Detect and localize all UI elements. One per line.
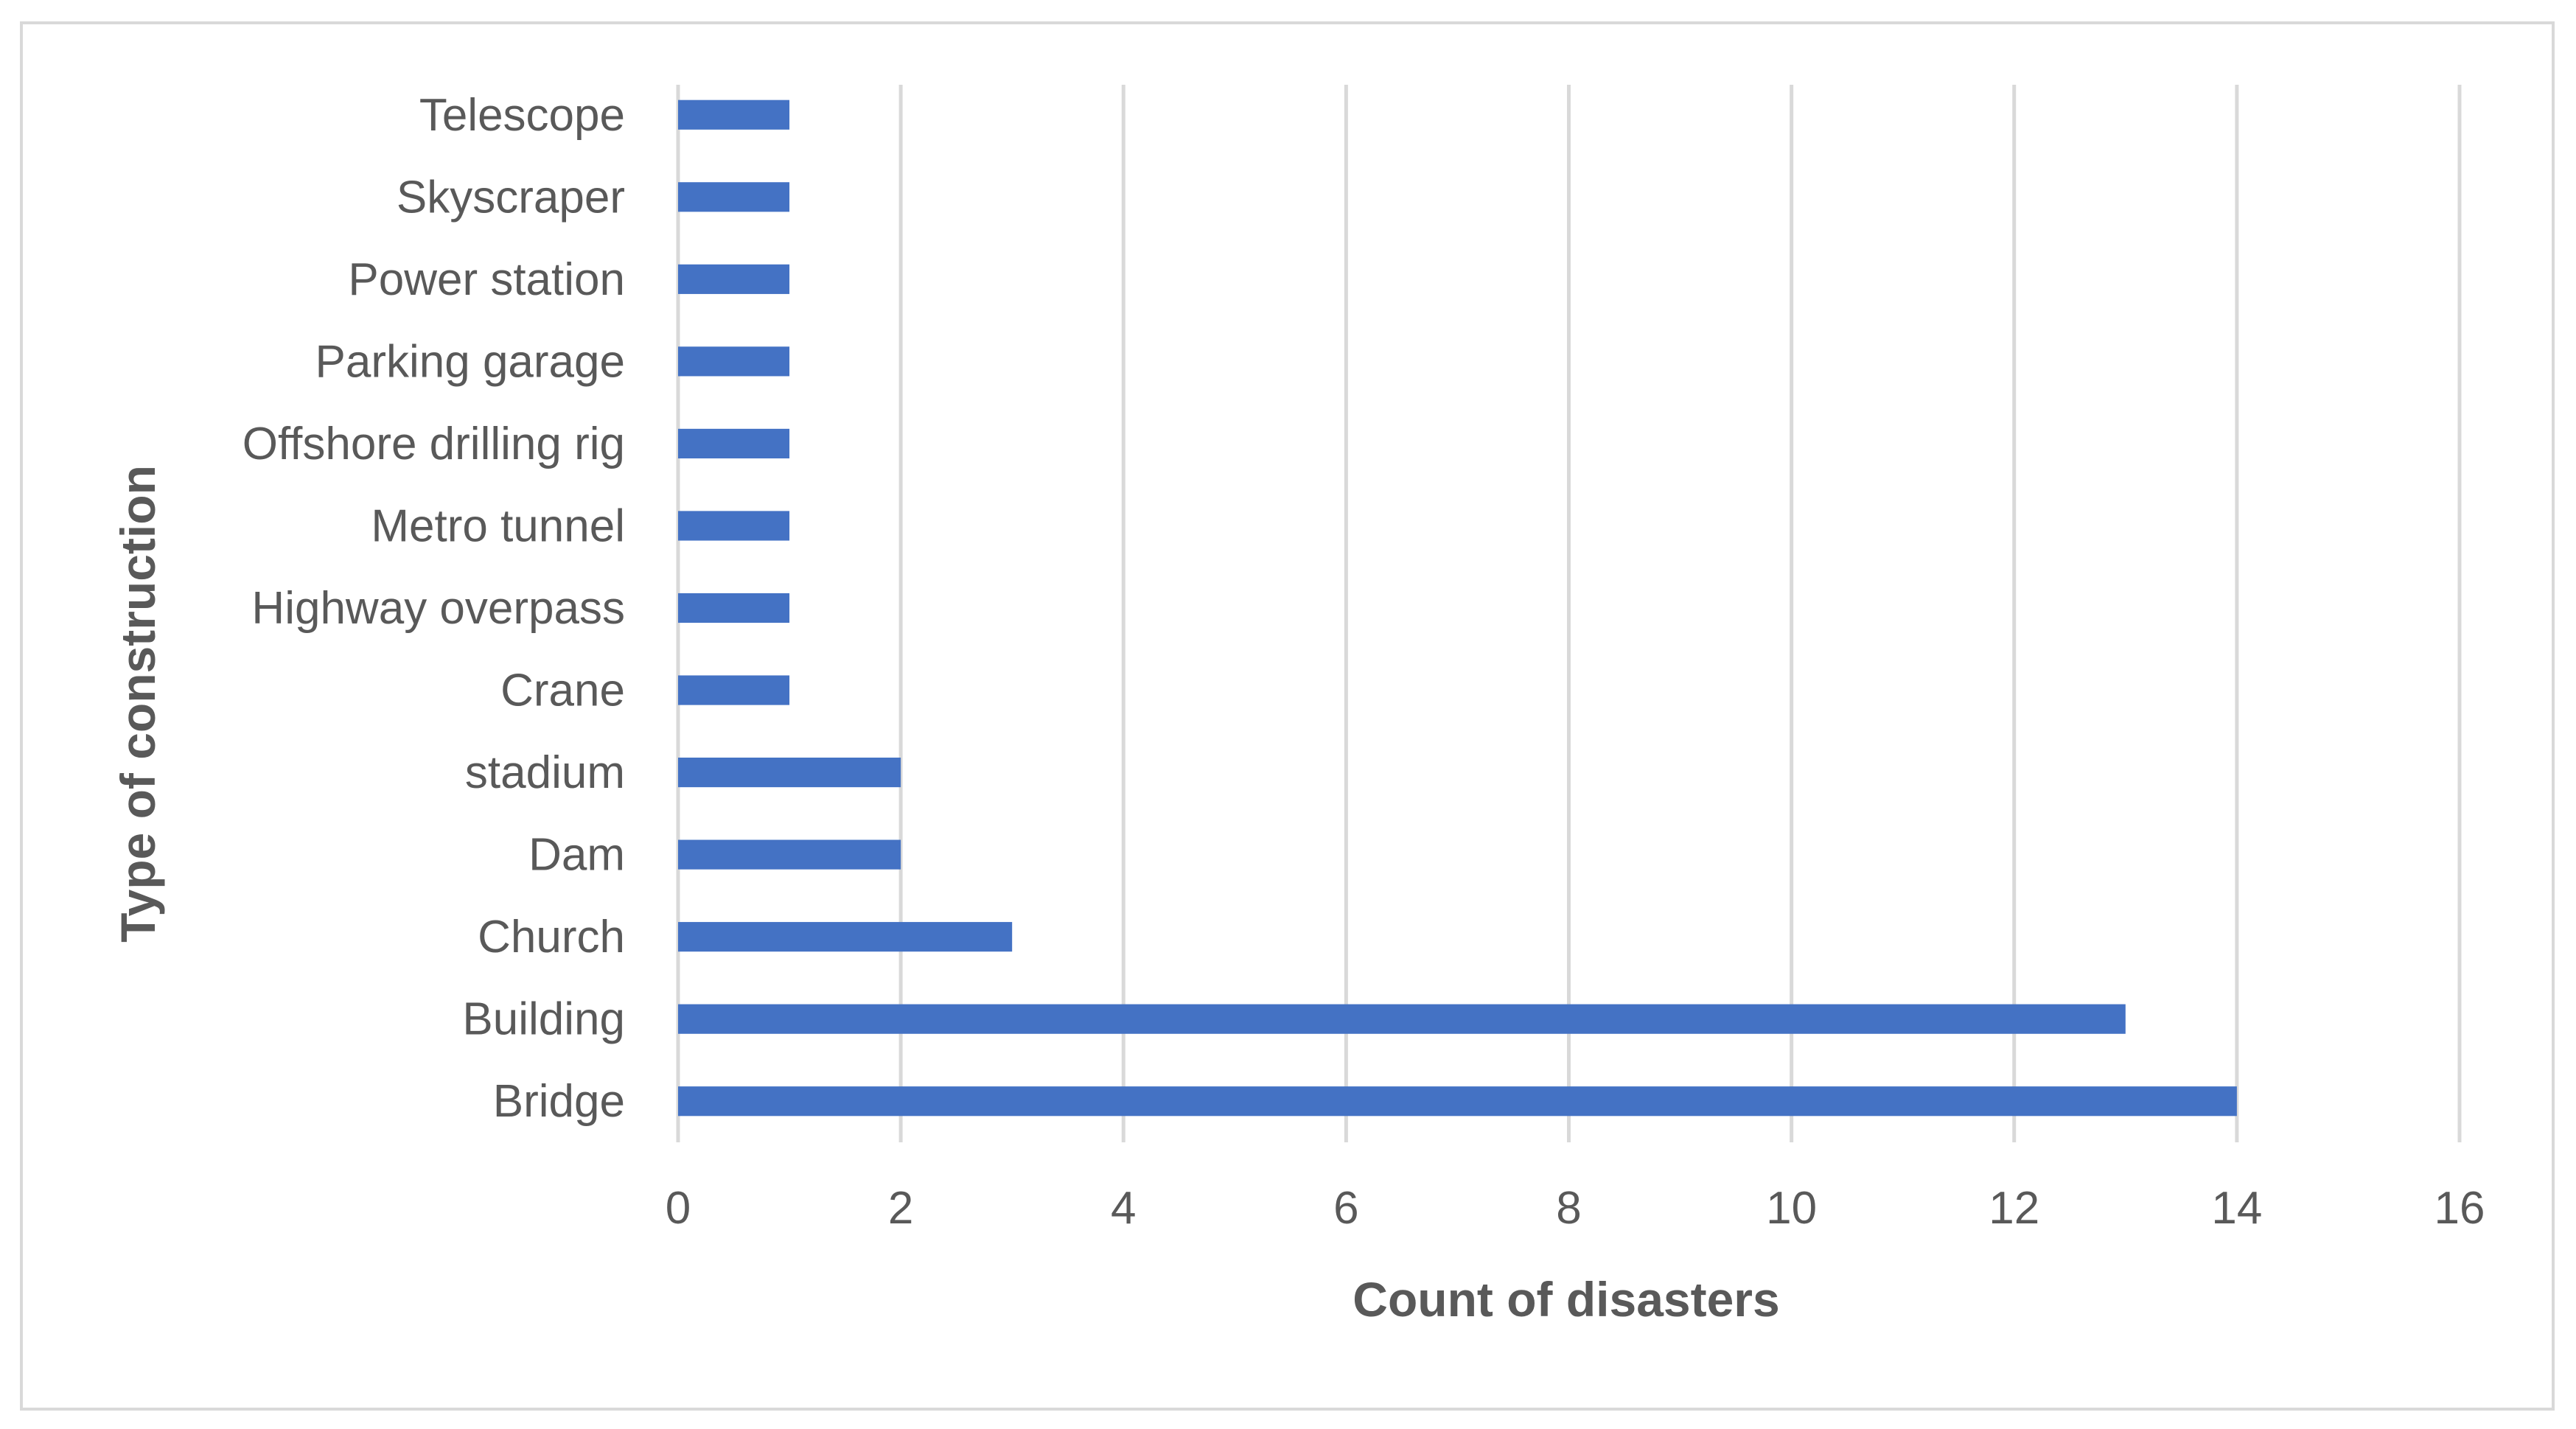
- chart-frame: [20, 21, 2555, 1411]
- x-tick-label: 14: [2211, 1183, 2262, 1234]
- x-tick-label: 0: [666, 1183, 691, 1234]
- category-label: Building: [462, 994, 625, 1045]
- bar: [678, 99, 790, 130]
- x-tick-labels: 0 2 4 6 8 10 12 14 16: [666, 1183, 2485, 1234]
- x-tick-label: 4: [1111, 1183, 1136, 1234]
- bar: [678, 1086, 2237, 1117]
- bars: [678, 99, 2237, 1117]
- category-label: Parking garage: [315, 336, 626, 387]
- category-label: Skyscraper: [397, 172, 625, 223]
- x-tick-label: 2: [888, 1183, 913, 1234]
- x-tick-label: 16: [2434, 1183, 2485, 1234]
- category-label: Church: [478, 912, 625, 962]
- bar: [678, 182, 790, 212]
- bar: [678, 1004, 2126, 1034]
- category-label: Bridge: [493, 1076, 625, 1127]
- category-labels: Bridge Building Church Dam stadium Crane Highw…: [242, 90, 625, 1127]
- bar: [678, 839, 901, 870]
- bar: [678, 675, 790, 705]
- bar: [678, 511, 790, 541]
- category-label: Power station: [348, 254, 625, 305]
- category-label: Dam: [528, 830, 625, 881]
- bar: [678, 758, 901, 788]
- category-label: Crane: [500, 665, 625, 716]
- category-label: Offshore drilling rig: [242, 419, 625, 469]
- x-tick-label: 10: [1766, 1183, 1817, 1234]
- bar: [678, 428, 790, 458]
- gridlines: [676, 85, 2462, 1142]
- category-label: Highway overpass: [251, 583, 625, 634]
- category-label: Metro tunnel: [371, 500, 625, 551]
- x-tick-label: 8: [1556, 1183, 1581, 1234]
- bar: [678, 264, 790, 294]
- bar: [678, 346, 790, 377]
- y-axis-title: Type of construction: [111, 465, 165, 943]
- x-axis-title: Count of disasters: [1352, 1272, 1779, 1327]
- category-label: Telescope: [419, 90, 625, 141]
- bar: [678, 593, 790, 623]
- category-label: stadium: [465, 747, 625, 798]
- bar: [678, 922, 1013, 952]
- x-tick-label: 12: [1989, 1183, 2039, 1234]
- x-tick-label: 6: [1333, 1183, 1358, 1234]
